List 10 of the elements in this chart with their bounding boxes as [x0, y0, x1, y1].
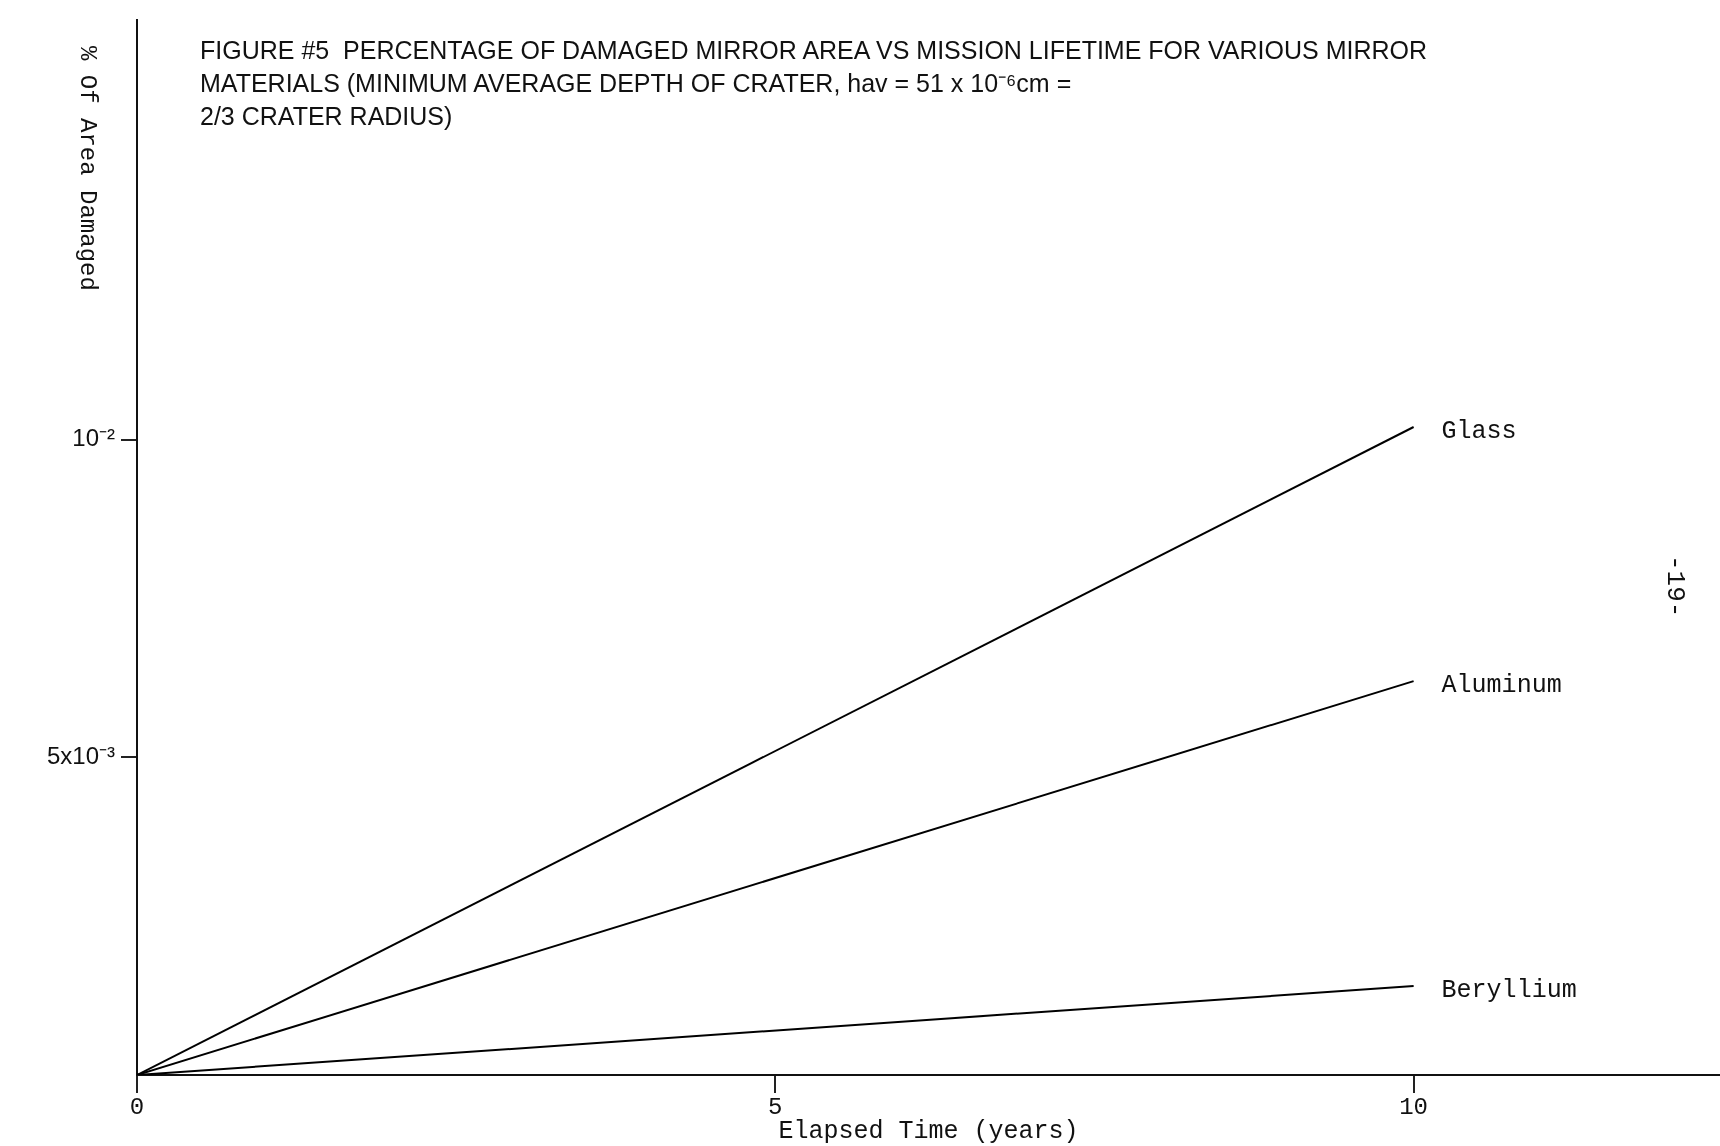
series-label: Aluminum [1441, 670, 1562, 700]
y-tick-label: 5x10⁻³ [46, 741, 115, 769]
series-label: Glass [1441, 416, 1517, 446]
x-tick-label: 10 [1399, 1093, 1429, 1121]
annotation: -19- [1660, 555, 1690, 618]
x-tick-label: 0 [129, 1093, 145, 1121]
y-tick-label: 10⁻² [72, 424, 116, 452]
text: FIGURE #5 PERCENTAGE OF DAMAGED MIRROR AREA VS MISSION LIFETIME FOR VARIOUS MIRROR MATERIALS (MINIMUM AVERAGE DEPTH OF CRATER, hav = 51 x 10⁻⁶cm = 2/3 CRATER RADIUS) [200, 35, 1428, 132]
y-axis-title: % Of Area Damaged [74, 46, 101, 291]
series-label: Beryllium [1441, 975, 1577, 1005]
